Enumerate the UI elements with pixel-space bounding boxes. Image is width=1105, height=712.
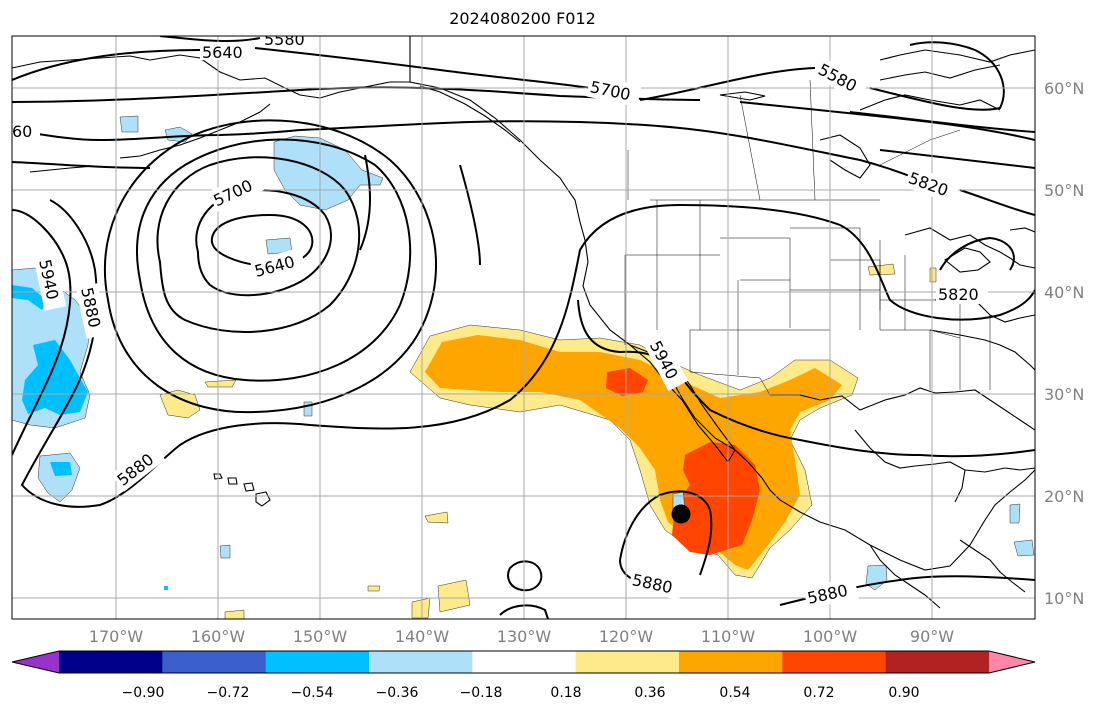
colorbar-tick-label: 0.36 — [634, 685, 665, 701]
colorbar-extend-low — [12, 651, 59, 673]
lon-label-100w: 100°W — [803, 627, 858, 646]
colorbar-segment — [885, 651, 990, 673]
longitude-labels: 170°W 160°W 150°W 140°W 130°W 120°W 110°… — [89, 627, 954, 646]
colorbar-tick-label: 0.90 — [888, 685, 919, 701]
lon-label-170w: 170°W — [89, 627, 144, 646]
contour-label-5820-east: 5820 — [938, 285, 979, 304]
colorbar-segment — [472, 651, 577, 673]
colorbar-outline — [11, 650, 1036, 674]
colorbar-tick-label: −0.36 — [376, 685, 419, 701]
contour-label-5580-top: 5580 — [264, 30, 305, 49]
lon-label-110w: 110°W — [701, 627, 756, 646]
lon-label-150w: 150°W — [293, 627, 348, 646]
colorbar-segment — [782, 651, 887, 673]
colorbar-segment — [369, 651, 473, 673]
colorbar-tick-label: −0.72 — [207, 685, 250, 701]
lat-label-50n: 50°N — [1044, 181, 1084, 200]
lat-label-20n: 20°N — [1044, 487, 1084, 506]
colorbar: −0.90 −0.72 −0.54 −0.36 −0.18 0.18 0.36 … — [11, 650, 1036, 701]
map-frame — [11, 35, 1036, 620]
lon-label-120w: 120°W — [599, 627, 654, 646]
storm-center-marker — [671, 504, 691, 524]
map-title: 2024080200 F012 — [449, 9, 596, 28]
lon-label-160w: 160°W — [191, 627, 246, 646]
lon-label-130w: 130°W — [497, 627, 552, 646]
colorbar-tick-label: −0.54 — [291, 685, 334, 701]
latitude-labels: 60°N 50°N 40°N 30°N 20°N 10°N — [1044, 79, 1084, 608]
colorbar-segment — [59, 651, 163, 673]
colorbar-segment — [575, 651, 680, 673]
colorbar-tick-label: −0.90 — [122, 685, 165, 701]
colorbar-tick-label: 0.18 — [550, 685, 581, 701]
colorbar-segment — [162, 651, 267, 673]
colorbar-segment — [679, 651, 783, 673]
positive-anomaly-high — [606, 368, 760, 555]
graticule — [12, 36, 1035, 619]
colorbar-tick-label: 0.72 — [803, 685, 834, 701]
height-contours — [12, 36, 1035, 619]
colorbar-tick-label: 0.54 — [719, 685, 750, 701]
colorbar-segment — [265, 651, 370, 673]
lat-label-40n: 40°N — [1044, 283, 1084, 302]
colorbar-tick-label: −0.18 — [460, 685, 503, 701]
map-plot-area: 5580 5640 5700 5580 5820 60 5700 5640 59… — [12, 30, 1035, 619]
contour-label-partial-west: 60 — [12, 122, 32, 141]
lat-label-60n: 60°N — [1044, 79, 1084, 98]
lat-label-30n: 30°N — [1044, 385, 1084, 404]
colorbar-segments — [11, 650, 1036, 674]
lon-label-90w: 90°W — [910, 627, 954, 646]
colorbar-extend-high — [989, 651, 1035, 673]
colorbar-tick-labels: −0.90 −0.72 −0.54 −0.36 −0.18 0.18 0.36 … — [122, 685, 920, 701]
lat-label-10n: 10°N — [1044, 589, 1084, 608]
lon-label-140w: 140°W — [395, 627, 450, 646]
contour-label-5640-top: 5640 — [202, 43, 243, 62]
